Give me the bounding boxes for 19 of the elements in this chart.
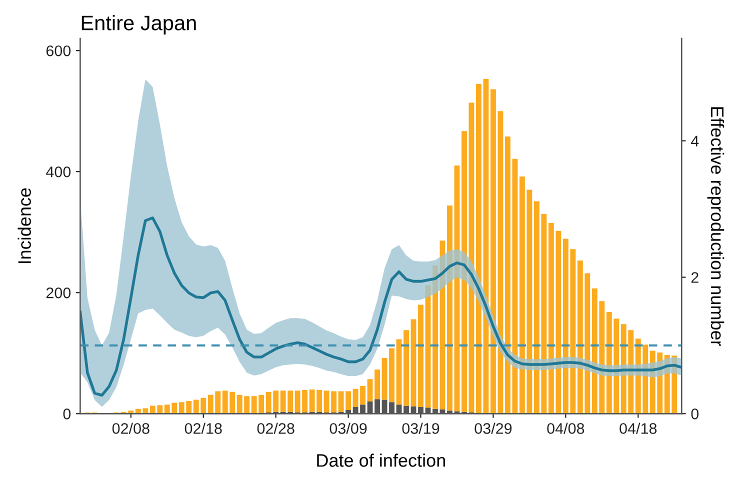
y-axis-title: Incidence — [18, 188, 31, 264]
x-tick-label: 03/19 — [402, 422, 440, 434]
x-tick-label: 04/08 — [547, 422, 584, 434]
y2-tick-label: 4 — [690, 136, 699, 146]
x-tick-label: 02/28 — [257, 422, 294, 434]
y-tick-label: 400 — [46, 166, 71, 178]
x-tick-label: 02/08 — [112, 422, 150, 434]
y-tick-label: 600 — [46, 45, 71, 56]
y2-axis-title: Effective reproduction number — [707, 107, 724, 346]
x-tick-label: 03/09 — [330, 422, 367, 434]
y-tick-label: 200 — [46, 288, 71, 298]
x-tick-label: 02/18 — [184, 422, 222, 434]
chart-title: Entire Japan — [82, 15, 196, 34]
x-tick-label: 04/18 — [620, 422, 657, 434]
y2-tick-label: 2 — [691, 272, 698, 283]
y2-tick-label: 0 — [691, 408, 699, 420]
x-tick-label: 03/29 — [474, 422, 512, 434]
x-axis-title: Date of infection — [317, 454, 445, 467]
y-tick-label: 0 — [63, 408, 71, 420]
